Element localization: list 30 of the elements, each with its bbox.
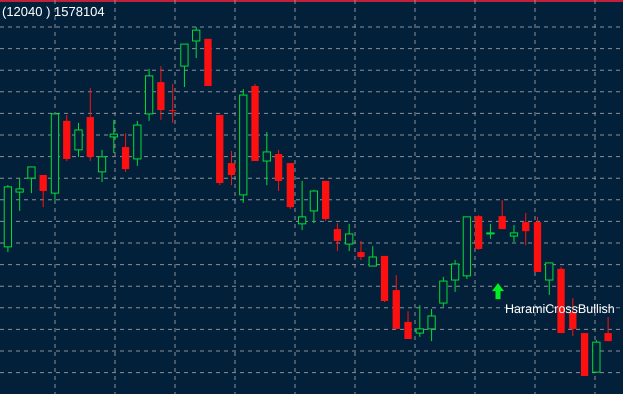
candlestick bbox=[310, 189, 318, 224]
candlestick bbox=[122, 132, 130, 172]
chart-title: (12040 ) 1578104 bbox=[2, 4, 105, 19]
candlestick bbox=[169, 83, 176, 124]
candlestick bbox=[74, 122, 83, 158]
candlestick bbox=[345, 223, 354, 252]
candlestick bbox=[427, 308, 436, 342]
candlestick bbox=[27, 166, 36, 194]
candlestick bbox=[604, 316, 612, 342]
candlestick bbox=[498, 200, 506, 230]
candlestick bbox=[486, 223, 495, 240]
candlestick bbox=[416, 304, 424, 338]
candlestick bbox=[98, 149, 106, 182]
candlestick bbox=[510, 224, 518, 242]
candlestick bbox=[192, 26, 200, 59]
candlestick bbox=[450, 260, 460, 292]
candlestick bbox=[522, 212, 530, 246]
candlestick bbox=[357, 240, 365, 261]
candlestick bbox=[439, 276, 448, 308]
candlestick bbox=[368, 246, 377, 267]
candlestick bbox=[334, 222, 342, 252]
candlestick bbox=[16, 178, 24, 212]
candlestick bbox=[545, 262, 554, 296]
candlestick bbox=[262, 132, 271, 186]
candlestick bbox=[110, 119, 118, 154]
candlestick bbox=[298, 180, 306, 231]
candlestick bbox=[404, 310, 412, 340]
candlestick bbox=[180, 44, 189, 88]
candlestick bbox=[40, 174, 47, 208]
candlestick bbox=[228, 150, 236, 186]
